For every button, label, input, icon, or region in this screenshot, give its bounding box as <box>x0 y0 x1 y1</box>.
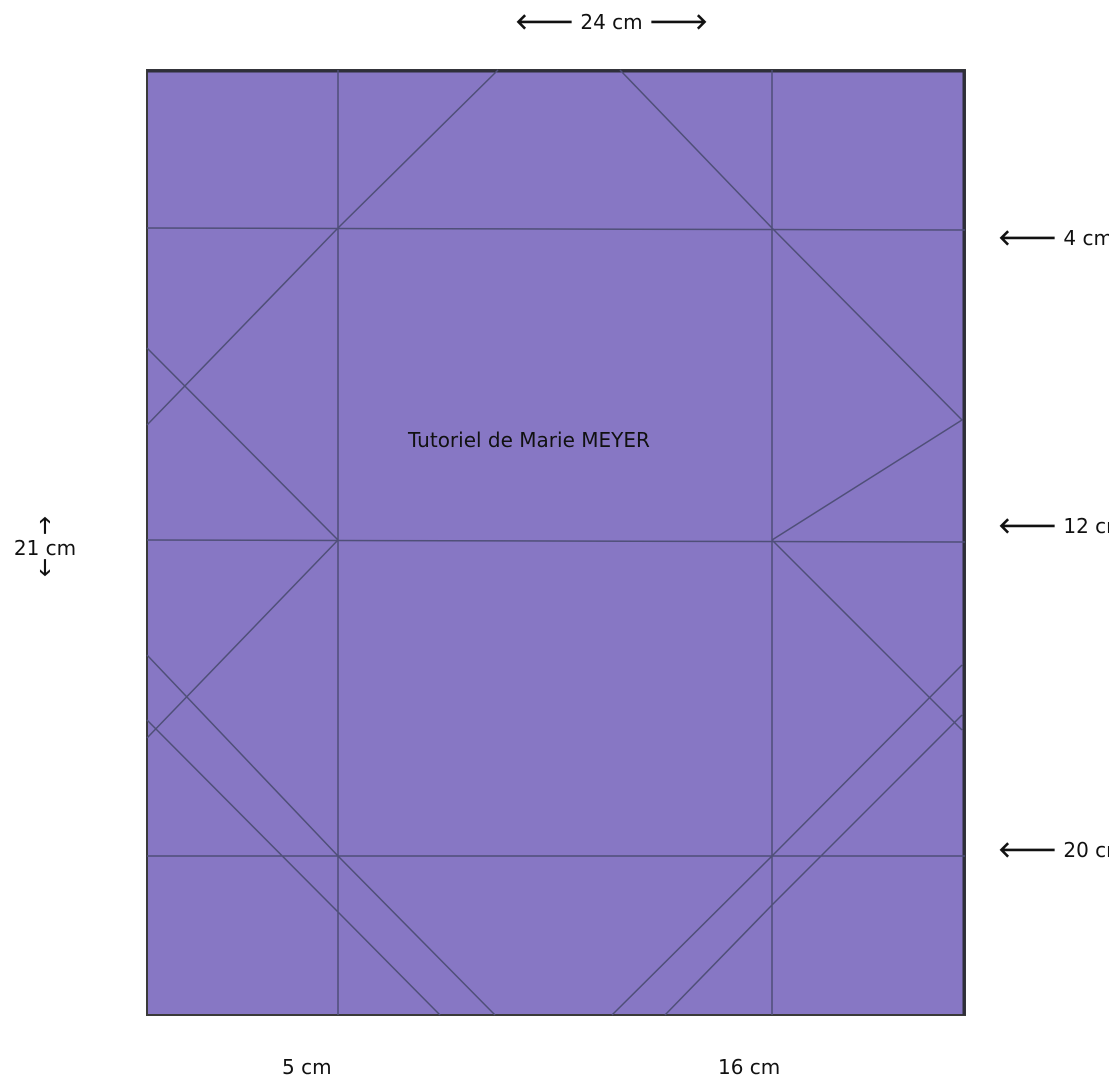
paper-sheet <box>146 69 966 1016</box>
fold-diagonal <box>619 69 773 229</box>
fold-diagonal <box>337 855 496 1016</box>
fold-diagonal <box>337 911 441 1016</box>
fold-diagonal <box>337 69 499 229</box>
fold-diagonal <box>664 904 773 1016</box>
width-label: 24 cm <box>580 10 643 34</box>
fold-diagonal <box>146 539 339 739</box>
fold-diagonal <box>611 855 773 1016</box>
mark-5cm: 5 cm <box>282 1055 332 1079</box>
fold-diagonal <box>146 654 339 857</box>
arrow-right-icon: 🡒 <box>649 10 709 35</box>
fold-horizontal-12cm <box>146 539 966 543</box>
width-dimension: 🡐 24 cm 🡒 <box>515 12 708 34</box>
mark-12cm: 🡐 12 cm <box>998 516 1109 538</box>
fold-diagonal <box>771 419 963 541</box>
fold-horizontal-4cm <box>146 227 966 231</box>
fold-diagonal <box>146 347 339 541</box>
fold-diagonal <box>771 714 963 906</box>
fold-diagonal <box>146 227 339 426</box>
arrow-left-icon: 🡐 <box>998 514 1057 539</box>
mark-16cm: 16 cm <box>718 1055 781 1079</box>
arrow-down-icon: 🡓 <box>39 556 51 581</box>
arrow-up-icon: 🡑 <box>39 514 51 539</box>
fold-diagonal <box>771 664 963 857</box>
height-label: 21 cm <box>13 536 77 560</box>
mark-4cm: 🡐 4 cm <box>998 228 1109 250</box>
arrow-left-icon: 🡐 <box>998 838 1057 863</box>
height-dimension: 🡑 21 cm 🡓 <box>10 516 80 580</box>
mark-label: 4 cm <box>1063 226 1109 250</box>
fold-diagonal <box>771 539 963 731</box>
mark-label: 20 cm <box>1063 838 1109 862</box>
fold-diagonal <box>771 227 963 421</box>
arrow-left-icon: 🡐 <box>998 226 1057 251</box>
tutorial-credit: Tutoriel de Marie MEYER <box>408 428 650 452</box>
fold-lines <box>146 69 966 1016</box>
mark-label: 12 cm <box>1063 514 1109 538</box>
fold-diagonal <box>146 719 339 913</box>
mark-20cm: 🡐 20 cm <box>998 840 1109 862</box>
arrow-left-icon: 🡐 <box>515 10 574 35</box>
